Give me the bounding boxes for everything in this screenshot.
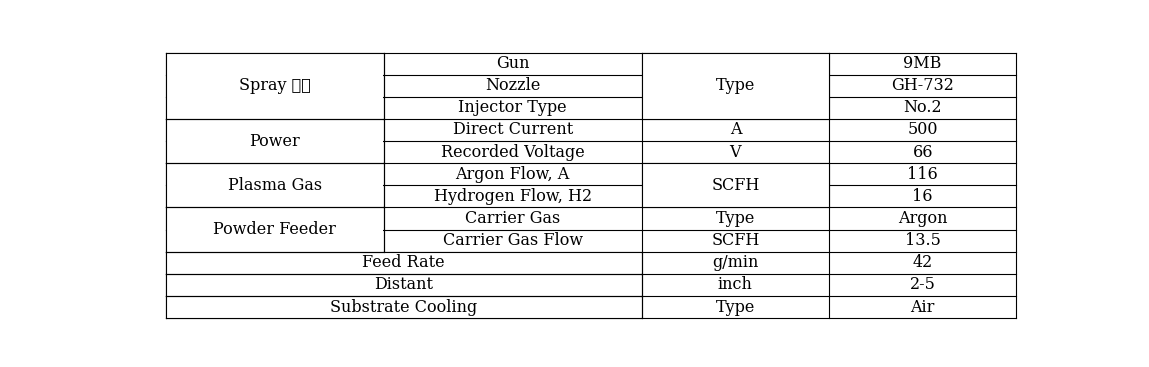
Text: Type: Type — [716, 299, 755, 316]
Bar — [642, 52, 828, 119]
Text: Injector Type: Injector Type — [458, 99, 566, 116]
Text: Powder Feeder: Powder Feeder — [214, 221, 337, 238]
Text: SCFH: SCFH — [711, 232, 759, 249]
Text: SCFH: SCFH — [711, 177, 759, 194]
Text: Type: Type — [716, 77, 755, 94]
Text: Hydrogen Flow, H2: Hydrogen Flow, H2 — [433, 188, 592, 205]
Text: Distant: Distant — [375, 276, 433, 294]
Text: Type: Type — [716, 210, 755, 227]
Bar — [167, 296, 641, 318]
Bar — [167, 163, 383, 207]
Bar — [167, 252, 641, 274]
Text: 2-5: 2-5 — [910, 276, 935, 294]
Text: inch: inch — [718, 276, 753, 294]
Bar — [167, 274, 641, 296]
Text: g/min: g/min — [712, 254, 758, 271]
Bar — [167, 119, 383, 163]
Text: Carrier Gas Flow: Carrier Gas Flow — [442, 232, 583, 249]
Text: Nozzle: Nozzle — [485, 77, 540, 94]
Text: 116: 116 — [908, 166, 938, 183]
Bar — [642, 163, 828, 207]
Text: 13.5: 13.5 — [904, 232, 941, 249]
Text: GH-732: GH-732 — [892, 77, 954, 94]
Bar — [167, 208, 383, 252]
Text: Feed Rate: Feed Rate — [362, 254, 445, 271]
Text: Gun: Gun — [496, 55, 530, 72]
Text: Recorded Voltage: Recorded Voltage — [441, 143, 585, 161]
Text: 9MB: 9MB — [903, 55, 942, 72]
Text: A: A — [730, 121, 741, 138]
Text: 66: 66 — [912, 143, 933, 161]
Text: 42: 42 — [912, 254, 933, 271]
Text: Plasma Gas: Plasma Gas — [228, 177, 322, 194]
Text: 500: 500 — [908, 121, 938, 138]
Text: Direct Current: Direct Current — [453, 121, 572, 138]
Text: Air: Air — [910, 299, 935, 316]
Text: Argon: Argon — [897, 210, 948, 227]
Text: Substrate Cooling: Substrate Cooling — [330, 299, 478, 316]
Text: Spray 장비: Spray 장비 — [239, 77, 310, 94]
Text: Argon Flow, A: Argon Flow, A — [455, 166, 570, 183]
Text: V: V — [730, 143, 741, 161]
Text: Carrier Gas: Carrier Gas — [465, 210, 561, 227]
Text: 16: 16 — [912, 188, 933, 205]
Bar — [167, 52, 383, 119]
Text: No.2: No.2 — [903, 99, 942, 116]
Text: Power: Power — [249, 132, 300, 150]
